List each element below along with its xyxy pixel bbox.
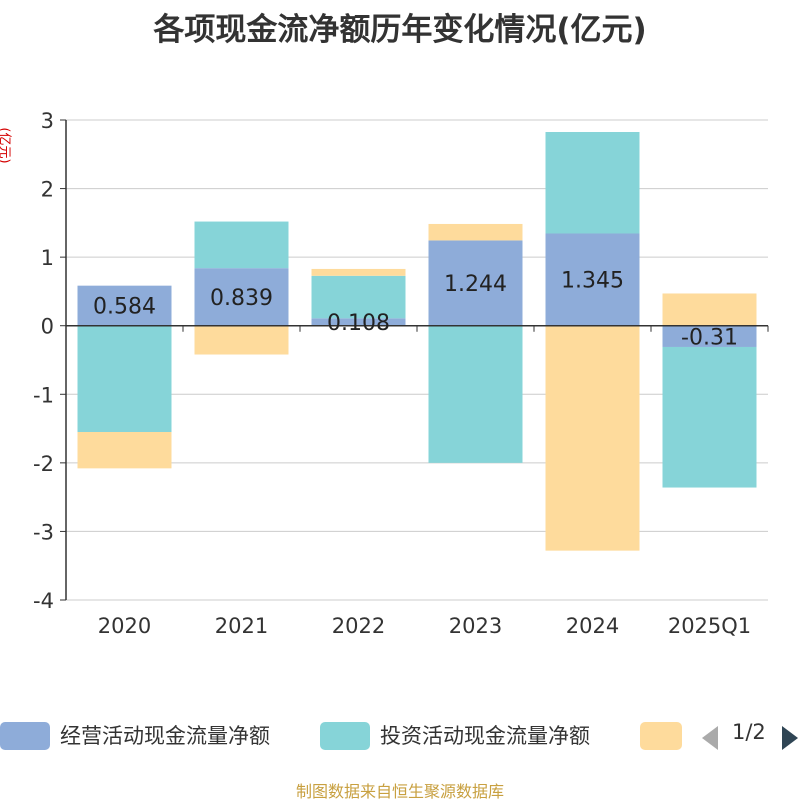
- y-tick-label: 2: [41, 178, 54, 202]
- legend-pager: 1/2: [700, 718, 800, 752]
- bar-2-2023: [428, 325, 523, 463]
- source-note: 制图数据来自恒生聚源数据库: [295, 782, 504, 801]
- y-tick-label: 1: [41, 246, 54, 270]
- data-label: 0.108: [327, 311, 390, 336]
- bar-1-2023: [428, 240, 523, 326]
- bar-3-2023: [428, 223, 523, 241]
- x-tick-label: 2022: [332, 614, 385, 638]
- bar-3-2025Q1: [662, 293, 757, 326]
- chart-title: 各项现金流净额历年变化情况(亿元): [153, 12, 647, 48]
- y-tick-label: 0: [41, 315, 54, 339]
- bar-3-2021: [194, 325, 289, 355]
- data-label: 0.839: [210, 286, 273, 311]
- page-indicator: 1/2: [732, 720, 766, 744]
- bar-3-2020: [77, 432, 172, 469]
- y-tick-label: -2: [33, 452, 54, 476]
- x-tick-label: 2023: [449, 614, 502, 638]
- y-tick-label: -1: [33, 383, 54, 407]
- bar-1-2025Q1: [662, 325, 757, 347]
- bar-1-2021: [194, 268, 289, 326]
- bar-1-2024: [545, 233, 640, 326]
- bar-1-2022: [311, 318, 406, 326]
- bar-2-2022: [311, 275, 406, 319]
- bar-2-2025Q1: [662, 346, 757, 488]
- legend-label-operating: 经营活动现金流量净额: [60, 724, 270, 748]
- bar-3-2022: [311, 268, 406, 276]
- legend-label-investing: 投资活动现金流量净额: [380, 724, 590, 748]
- y-tick-label: -3: [33, 520, 54, 544]
- bar-2-2020: [77, 325, 172, 432]
- y-tick-label: -4: [33, 589, 54, 613]
- data-label: -0.31: [681, 325, 738, 350]
- x-tick-label: 2024: [566, 614, 619, 638]
- bar-2-2024: [545, 132, 640, 234]
- x-tick-label: 2021: [215, 614, 268, 638]
- bar-3-2024: [545, 325, 640, 551]
- bar-2-2021: [194, 221, 289, 269]
- legend-swatch-financing: [640, 722, 682, 750]
- x-tick-label: 2025Q1: [668, 614, 751, 638]
- data-label: 1.244: [444, 272, 507, 297]
- next-page-icon[interactable]: [782, 726, 798, 750]
- x-tick-label: 2020: [98, 614, 151, 638]
- data-label: 0.584: [93, 295, 156, 320]
- legend: 经营活动现金流量净额 投资活动现金流量净额 1/2: [0, 714, 800, 754]
- legend-swatch-investing: [320, 722, 370, 750]
- y-tick-label: 3: [41, 109, 54, 133]
- bar-1-2020: [77, 285, 172, 326]
- legend-swatch-operating: [0, 722, 50, 750]
- prev-page-icon[interactable]: [702, 726, 718, 750]
- data-label: 1.345: [561, 269, 624, 294]
